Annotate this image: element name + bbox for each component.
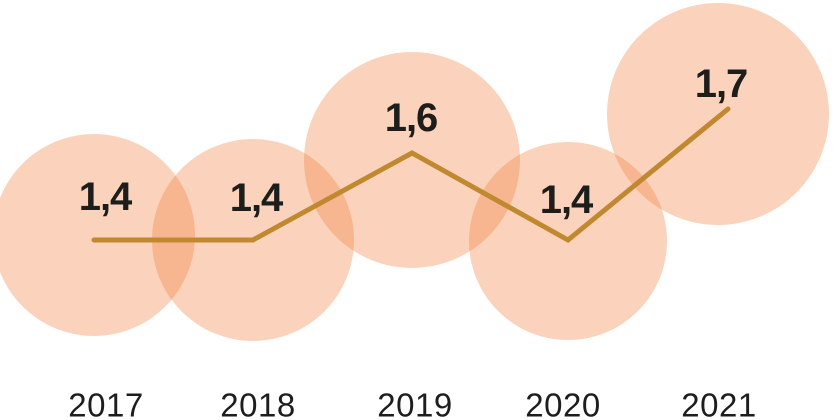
x-axis-label-2017: 2017 xyxy=(68,386,144,420)
x-axis-label-2021: 2021 xyxy=(681,386,757,420)
value-label-2020: 1,4 xyxy=(539,178,594,222)
x-axis-label-2020: 2020 xyxy=(525,386,601,420)
value-label-2017: 1,4 xyxy=(78,175,133,219)
bubble-2019 xyxy=(304,52,520,268)
x-axis-label-2018: 2018 xyxy=(220,386,296,420)
value-label-2018: 1,4 xyxy=(229,176,284,220)
bubble-2017 xyxy=(0,134,195,336)
x-axis-label-2019: 2019 xyxy=(377,386,453,420)
trend-line xyxy=(91,106,731,244)
value-label-2019: 1,6 xyxy=(384,96,439,140)
value-label-2021: 1,7 xyxy=(694,62,749,106)
